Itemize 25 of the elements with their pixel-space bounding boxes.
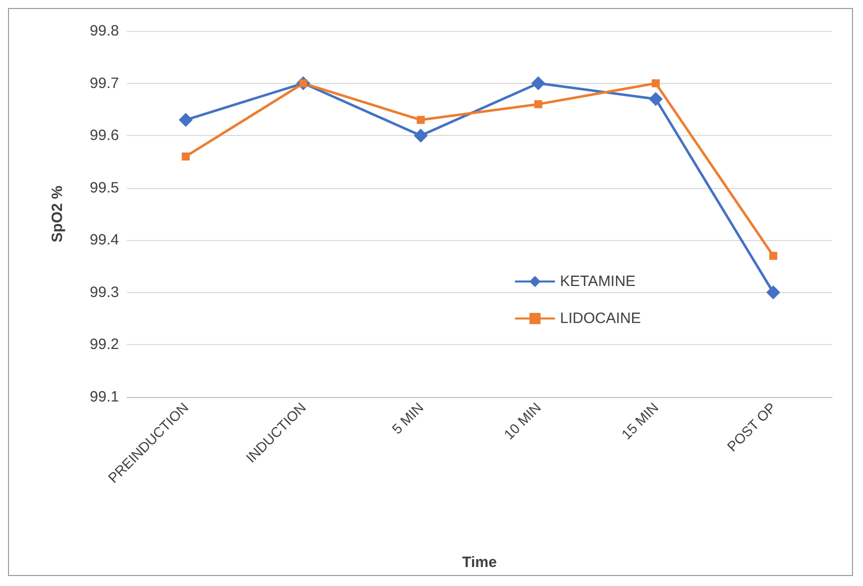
x-axis-title: Time xyxy=(462,554,497,571)
x-tick-label: 10 MIN xyxy=(500,399,544,443)
point xyxy=(178,112,193,127)
y-tick-label: 99.2 xyxy=(90,336,119,354)
point xyxy=(416,116,425,124)
point xyxy=(652,79,660,88)
legend-label: LIDOCAINE xyxy=(560,310,641,327)
y-tick-label: 99.8 xyxy=(90,22,119,40)
point xyxy=(766,285,780,300)
point xyxy=(769,252,778,260)
x-tick-label: 15 MIN xyxy=(618,399,662,443)
y-tick-label: 99.6 xyxy=(90,127,119,144)
point xyxy=(648,92,663,106)
x-tick-label: 5 MIN xyxy=(388,399,426,438)
y-tick-label: 99.1 xyxy=(90,388,119,406)
y-tick-label: 99.5 xyxy=(90,179,119,196)
point xyxy=(414,128,428,143)
y-axis-title: SpO2 % xyxy=(49,186,66,242)
y-tick-label: 99.4 xyxy=(90,232,119,249)
y-tick-label: 99.3 xyxy=(90,284,119,301)
point xyxy=(182,152,190,160)
legend-label: KETAMINE xyxy=(560,273,636,290)
point xyxy=(531,76,546,90)
y-tick-label: 99.7 xyxy=(90,74,119,92)
point xyxy=(534,100,542,108)
